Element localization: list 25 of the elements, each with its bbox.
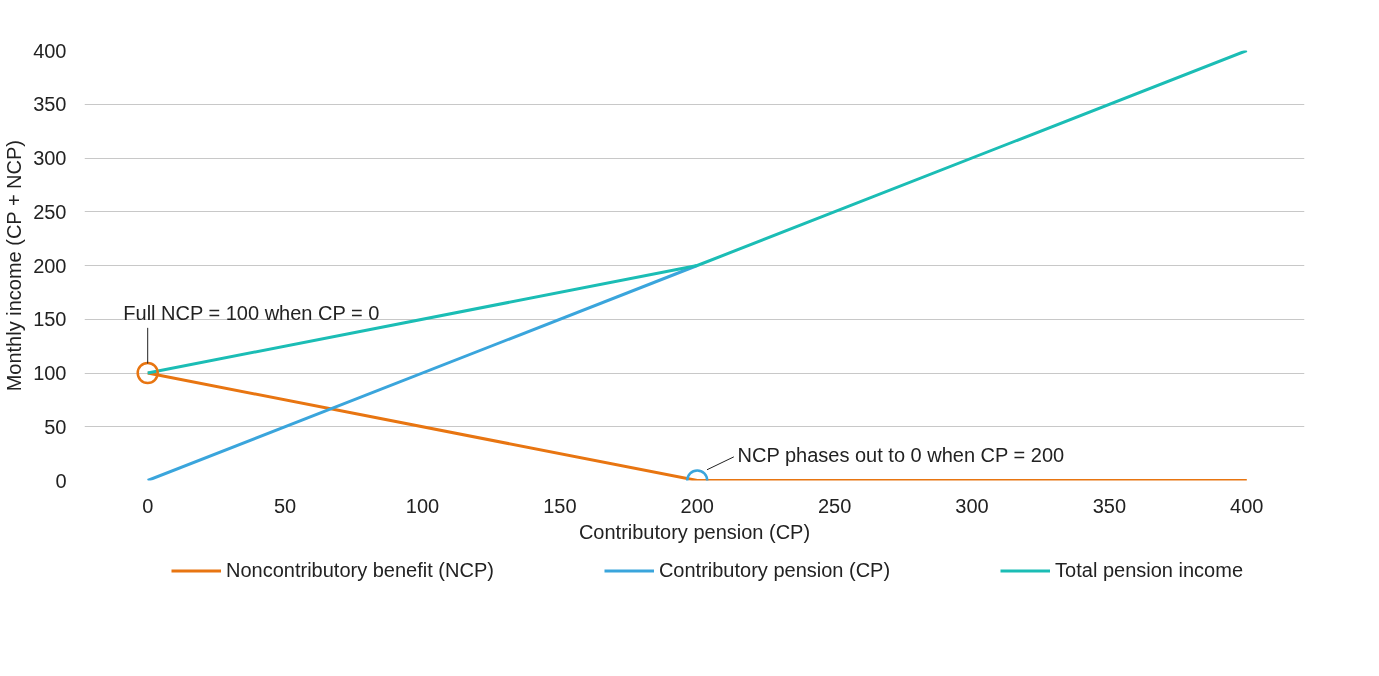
y-axis-title: Monthly income (CP + NCP)	[3, 139, 26, 392]
x-tick-label: 100	[405, 494, 440, 517]
x-tick-label: 0	[142, 494, 154, 517]
annotation: NCP phases out to 0 when CP = 200	[737, 443, 1065, 466]
x-axis-title: Contributory pension (CP)	[578, 520, 811, 543]
y-tick-label: 100	[33, 362, 67, 384]
x-tick-label: 350	[1092, 494, 1127, 517]
annotation: Full NCP = 100 when CP = 0	[123, 301, 380, 324]
x-tick-label: 50	[273, 494, 297, 517]
y-tick-label: 400	[33, 39, 67, 62]
y-tick-label: 150	[33, 308, 67, 331]
x-tick-label: 150	[543, 494, 577, 517]
x-tick-label: 200	[680, 494, 714, 517]
y-tick-label: 300	[33, 147, 67, 169]
y-tick-label: 50	[44, 415, 67, 438]
y-tick-label: 200	[33, 254, 67, 277]
x-tick-label: 250	[817, 494, 852, 517]
x-tick-label: 400	[1230, 494, 1264, 517]
legend-label: Contributory pension (CP)	[658, 558, 891, 582]
legend-label: Total pension income	[1055, 558, 1243, 582]
x-tick-label: 300	[955, 494, 989, 517]
y-tick-label: 250	[33, 200, 67, 223]
legend-label: Noncontributory benefit (NCP)	[226, 558, 494, 582]
y-tick-label: 350	[33, 93, 67, 116]
y-tick-label: 0	[55, 469, 67, 492]
